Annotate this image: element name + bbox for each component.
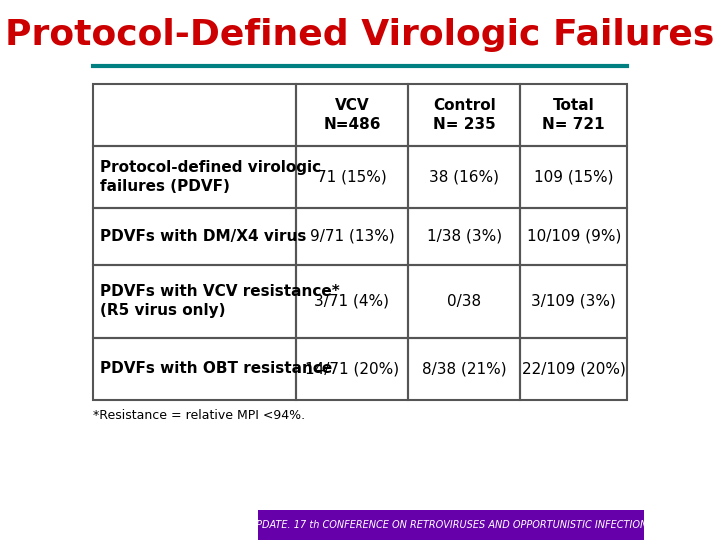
Bar — [408, 146, 521, 208]
Bar — [296, 338, 408, 400]
Bar — [93, 208, 296, 265]
Text: 22/109 (20%): 22/109 (20%) — [522, 361, 626, 376]
Text: 14/71 (20%): 14/71 (20%) — [305, 361, 399, 376]
Text: UPDATE. 17 th CONFERENCE ON RETROVIRUSES AND OPPORTUNISTIC INFECTIONS: UPDATE. 17 th CONFERENCE ON RETROVIRUSES… — [248, 520, 653, 530]
Bar — [408, 208, 521, 265]
Text: Control
N= 235: Control N= 235 — [433, 98, 495, 132]
Text: PDVFs with OBT resistance: PDVFs with OBT resistance — [100, 361, 333, 376]
Bar — [521, 84, 627, 146]
Bar — [296, 146, 408, 208]
Text: 71 (15%): 71 (15%) — [317, 170, 387, 184]
Bar — [521, 146, 627, 208]
Bar — [296, 84, 408, 146]
Text: PDVFs with DM/X4 virus: PDVFs with DM/X4 virus — [100, 229, 307, 244]
Bar — [408, 338, 521, 400]
Text: 9/71 (13%): 9/71 (13%) — [310, 229, 395, 244]
Bar — [258, 510, 644, 540]
Text: Total
N= 721: Total N= 721 — [542, 98, 605, 132]
Bar — [521, 338, 627, 400]
Text: Protocol-Defined Virologic Failures: Protocol-Defined Virologic Failures — [5, 18, 715, 52]
Text: Protocol-defined virologic
failures (PDVF): Protocol-defined virologic failures (PDV… — [100, 160, 321, 194]
Bar — [93, 265, 296, 338]
Text: 38 (16%): 38 (16%) — [429, 170, 499, 184]
Text: 10/109 (9%): 10/109 (9%) — [526, 229, 621, 244]
Text: 3/109 (3%): 3/109 (3%) — [531, 294, 616, 308]
Text: 3/71 (4%): 3/71 (4%) — [315, 294, 390, 308]
Bar — [521, 208, 627, 265]
Bar — [408, 84, 521, 146]
Text: 109 (15%): 109 (15%) — [534, 170, 613, 184]
Bar — [93, 146, 296, 208]
Bar — [296, 208, 408, 265]
Text: PDVFs with VCV resistance*
(R5 virus only): PDVFs with VCV resistance* (R5 virus onl… — [100, 284, 340, 318]
Text: VCV
N=486: VCV N=486 — [323, 98, 381, 132]
Text: 1/38 (3%): 1/38 (3%) — [427, 229, 502, 244]
Text: 0/38: 0/38 — [447, 294, 481, 308]
Bar — [93, 338, 296, 400]
Bar — [296, 265, 408, 338]
Bar — [408, 265, 521, 338]
Text: 8/38 (21%): 8/38 (21%) — [422, 361, 507, 376]
Bar — [93, 84, 296, 146]
Text: *Resistance = relative MPI <94%.: *Resistance = relative MPI <94%. — [93, 409, 305, 422]
Bar — [521, 265, 627, 338]
